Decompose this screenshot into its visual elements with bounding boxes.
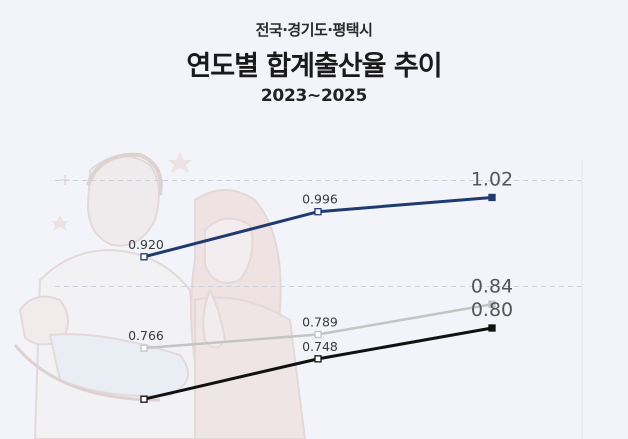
data-label-0-1: 0.996 bbox=[302, 192, 338, 207]
data-label-2-2: 0.80 bbox=[471, 299, 513, 321]
data-point-1-2 bbox=[488, 300, 496, 308]
data-label-1-2: 0.84 bbox=[471, 275, 513, 297]
grid-lines bbox=[55, 160, 583, 439]
data-label-0-2: 1.02 bbox=[471, 168, 513, 190]
chart-title: 연도별 합계출산율 추이 bbox=[186, 51, 442, 82]
family-illustration bbox=[13, 152, 307, 439]
data-point-0-1 bbox=[314, 208, 322, 216]
period-subtitle: 2023~2025 bbox=[260, 86, 368, 106]
data-label-2-1: 0.748 bbox=[302, 339, 338, 354]
data-point-2-1 bbox=[314, 355, 322, 363]
data-point-2-2 bbox=[488, 324, 496, 332]
data-point-2-0 bbox=[140, 395, 148, 403]
data-label-1-1: 0.789 bbox=[302, 315, 338, 330]
series-2: 0.748 0.80 bbox=[140, 299, 513, 403]
data-point-1-1 bbox=[314, 330, 322, 339]
series-layer: 0.920 0.996 1.02 0.766 0.789 0.84 0.748 0.80 bbox=[128, 168, 513, 403]
data-point-0-0 bbox=[140, 253, 148, 261]
region-subtitle: 전국·경기도·평택시 bbox=[255, 21, 373, 39]
data-label-1-0: 0.766 bbox=[128, 328, 164, 343]
series-0: 0.920 0.996 1.02 bbox=[128, 168, 513, 261]
data-point-1-0 bbox=[140, 344, 148, 352]
data-point-0-2 bbox=[488, 193, 496, 202]
data-label-0-0: 0.920 bbox=[128, 237, 164, 252]
series-1: 0.766 0.789 0.84 bbox=[128, 275, 513, 352]
